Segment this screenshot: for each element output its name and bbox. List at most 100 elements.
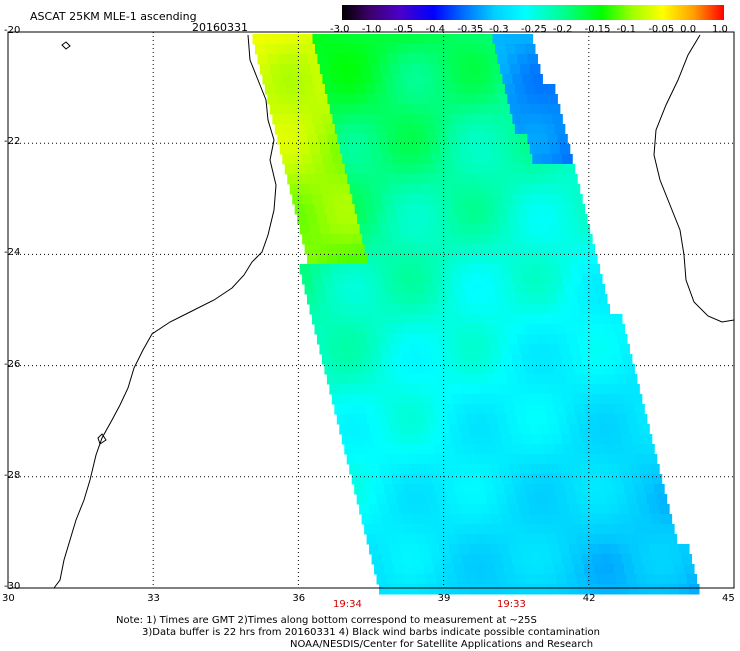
swath-cell [499,64,511,75]
swath-cell [461,554,473,565]
swath-cell [402,74,413,85]
swath-cell [481,434,493,445]
swath-cell [504,244,516,255]
swath-cell [619,504,630,515]
swath-cell [297,54,308,65]
swath-cell [551,554,563,565]
swath-cell [584,404,595,415]
swath-cell [529,184,541,195]
swath-cell [512,194,523,205]
swath-cell [554,164,566,175]
swath-cell [329,64,341,75]
swath-cell [522,194,533,205]
swath-cell [344,164,356,175]
swath-cell [489,344,500,355]
swath-cell [471,394,483,405]
swath-cell [369,424,380,435]
swath-cell [531,434,543,445]
swath-cell [431,314,443,325]
swath-cell [501,394,513,405]
color-scale-tick: -0.4 [425,24,446,35]
swath-cell [614,444,625,455]
swath-cell [414,244,426,255]
swath-cell [517,254,528,265]
swath-cell [404,484,415,495]
swath-cell [437,94,448,105]
swath-cell [446,414,458,425]
swath-cell [554,564,565,575]
swath-cell [374,524,385,535]
swath-cell [386,494,398,505]
swath-cell [674,564,685,575]
swath-cell [402,154,413,165]
swath-cell [467,134,478,145]
swath-cell [529,264,541,275]
swath-cell [352,34,363,45]
swath-cell [534,324,545,335]
swath-cell [401,474,413,485]
swath-cell [539,384,550,395]
swath-cell [394,324,405,335]
swath-cell [467,54,478,65]
swath-cell [391,354,403,365]
swath-cell [494,444,505,455]
swath-cell [484,244,496,255]
swath-cell [429,264,441,275]
swath-cell [359,344,370,355]
swath-cell [646,574,658,585]
swath-cell [389,344,400,355]
swath-cell [262,34,273,45]
swath-cell [399,424,410,435]
swath-cell [489,424,500,435]
swath-cell [432,114,443,125]
swath-cell [591,354,603,365]
swath-cell [512,34,523,45]
swath-cell [377,174,388,185]
swath-cell [277,134,288,145]
swath-cell [381,354,393,365]
color-scale-tick: -3.0 [330,24,350,35]
swath-cell [366,374,378,385]
swath-cell [509,264,521,275]
swath-cell [332,34,343,45]
swath-cell [392,154,403,165]
swath-cell [401,314,413,325]
swath-cell [419,264,431,275]
swath-cell [354,164,366,175]
swath-cell [529,144,541,155]
swath-cell [412,74,423,85]
swath-cell [559,504,570,515]
swath-cell [562,154,573,165]
swath-cell [441,514,453,525]
swath-cell [481,474,493,485]
swath-cell [379,584,390,595]
swath-cell [444,284,456,295]
swath-cell [564,364,575,375]
swath-cell [456,374,468,385]
swath-cell [626,414,638,425]
swath-cell [419,384,430,395]
swath-cell [567,294,578,305]
swath-cell [586,494,598,505]
swath-cell [394,164,406,175]
swath-cell [654,524,665,535]
swath-cell [374,84,386,95]
swath-cell [519,264,531,275]
swath-cell [534,444,545,455]
swath-cell [416,374,428,385]
swath-cell [267,54,278,65]
swath-cell [614,364,625,375]
swath-cell [459,344,470,355]
swath-cell [449,544,460,555]
swath-cell [371,474,383,485]
swath-cell [384,324,395,335]
swath-cell [359,104,371,115]
swath-cell [514,84,526,95]
swath-cell [661,554,673,565]
swath-cell [544,404,555,415]
swath-cell [664,564,675,575]
swath-cell [499,104,511,115]
swath-cell [539,264,551,275]
swath-cell [522,154,533,165]
swath-cell [484,404,495,415]
